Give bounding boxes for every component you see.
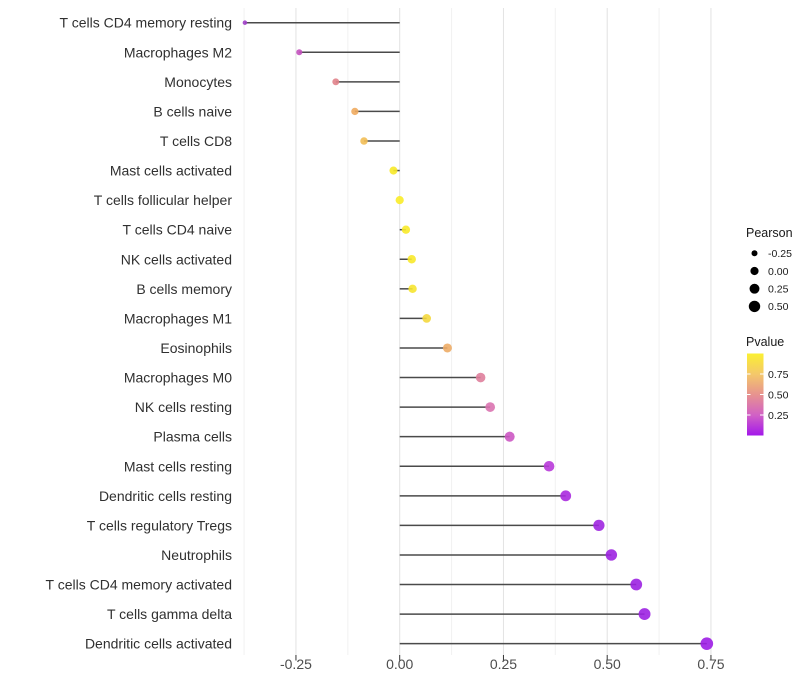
legend-size-dot (748, 300, 761, 313)
data-point (351, 107, 359, 116)
y-axis-label: T cells CD4 memory activated (46, 577, 232, 593)
data-point (242, 20, 248, 25)
x-tick-label: 0.75 (697, 656, 724, 672)
data-point (700, 637, 714, 650)
x-tick-label: 0.00 (386, 656, 413, 672)
data-point (630, 578, 643, 591)
lollipop-stems (244, 21, 707, 645)
data-point (360, 137, 368, 145)
data-point (389, 166, 398, 175)
y-axis-label: Mast cells resting (124, 458, 232, 474)
y-axis-label: Neutrophils (161, 547, 232, 563)
y-axis-label: NK cells activated (121, 251, 232, 267)
y-axis-label: Eosinophils (160, 340, 232, 356)
legend: Pearson -0.25 0.00 0.25 0.50 Pvalue 0.75 0.5… (746, 226, 793, 436)
lollipop-dots (242, 20, 714, 650)
data-point (605, 549, 618, 561)
data-point (485, 402, 496, 412)
data-point (422, 314, 432, 323)
data-point (408, 284, 417, 294)
colorbar-tick-label: 0.25 (768, 410, 789, 422)
legend-size-label: 0.25 (768, 284, 789, 296)
colorbar-tick-label: 0.75 (768, 369, 789, 381)
legend-size-label: 0.00 (768, 266, 789, 278)
data-point (442, 343, 452, 353)
y-axis-label: Macrophages M0 (124, 370, 232, 386)
y-axis-label: B cells memory (136, 281, 232, 297)
y-axis-labels: T cells CD4 memory resting Macrophages M2… (46, 15, 233, 652)
pvalue-colorbar (747, 353, 764, 436)
y-axis-label: T cells CD8 (160, 133, 232, 149)
x-tick-label: 0.25 (490, 656, 517, 672)
data-point (504, 431, 515, 442)
data-point (593, 519, 605, 532)
y-axis-label: T cells CD4 memory resting (60, 15, 232, 31)
y-axis-label: Dendritic cells resting (99, 488, 232, 504)
y-axis-label: T cells follicular helper (94, 192, 233, 208)
data-point (543, 460, 555, 472)
y-axis-label: NK cells resting (135, 399, 232, 415)
x-axis: -0.25 0.00 0.25 0.50 0.75 (280, 655, 725, 672)
legend-pvalue-title: Pvalue (746, 335, 784, 349)
pvalue-colorbar-ticks: 0.75 0.50 0.25 (747, 369, 789, 422)
data-point (332, 78, 340, 86)
legend-size-dot (751, 250, 758, 257)
y-axis-label: B cells naive (153, 103, 232, 119)
legend-size-label: -0.25 (768, 248, 792, 260)
data-point (560, 490, 572, 502)
y-axis-label: Monocytes (164, 74, 232, 90)
data-point (407, 255, 416, 264)
data-point (401, 225, 411, 234)
data-point (475, 372, 486, 383)
data-point (395, 196, 404, 205)
y-axis-label: T cells regulatory Tregs (87, 517, 232, 533)
legend-size-dot (750, 266, 759, 276)
legend-pearson-title: Pearson (746, 226, 793, 240)
y-axis-label: Macrophages M1 (124, 310, 232, 326)
legend-pearson-entries: -0.25 0.00 0.25 0.50 (748, 248, 792, 313)
y-axis-label: T cells CD4 naive (123, 222, 233, 238)
legend-size-dot (749, 283, 760, 294)
y-axis-label: Dendritic cells activated (85, 636, 232, 652)
x-tick-label: 0.50 (594, 656, 621, 672)
legend-size-label: 0.50 (768, 301, 789, 313)
data-point (296, 49, 303, 56)
x-tick-label: -0.25 (280, 656, 312, 672)
y-axis-label: Plasma cells (153, 429, 232, 445)
y-axis-label: Mast cells activated (110, 163, 232, 179)
colorbar-tick-label: 0.50 (768, 389, 789, 401)
y-axis-label: Macrophages M2 (124, 44, 232, 60)
gridlines (243, 8, 712, 655)
data-point (638, 608, 651, 621)
y-axis-label: T cells gamma delta (107, 606, 232, 622)
